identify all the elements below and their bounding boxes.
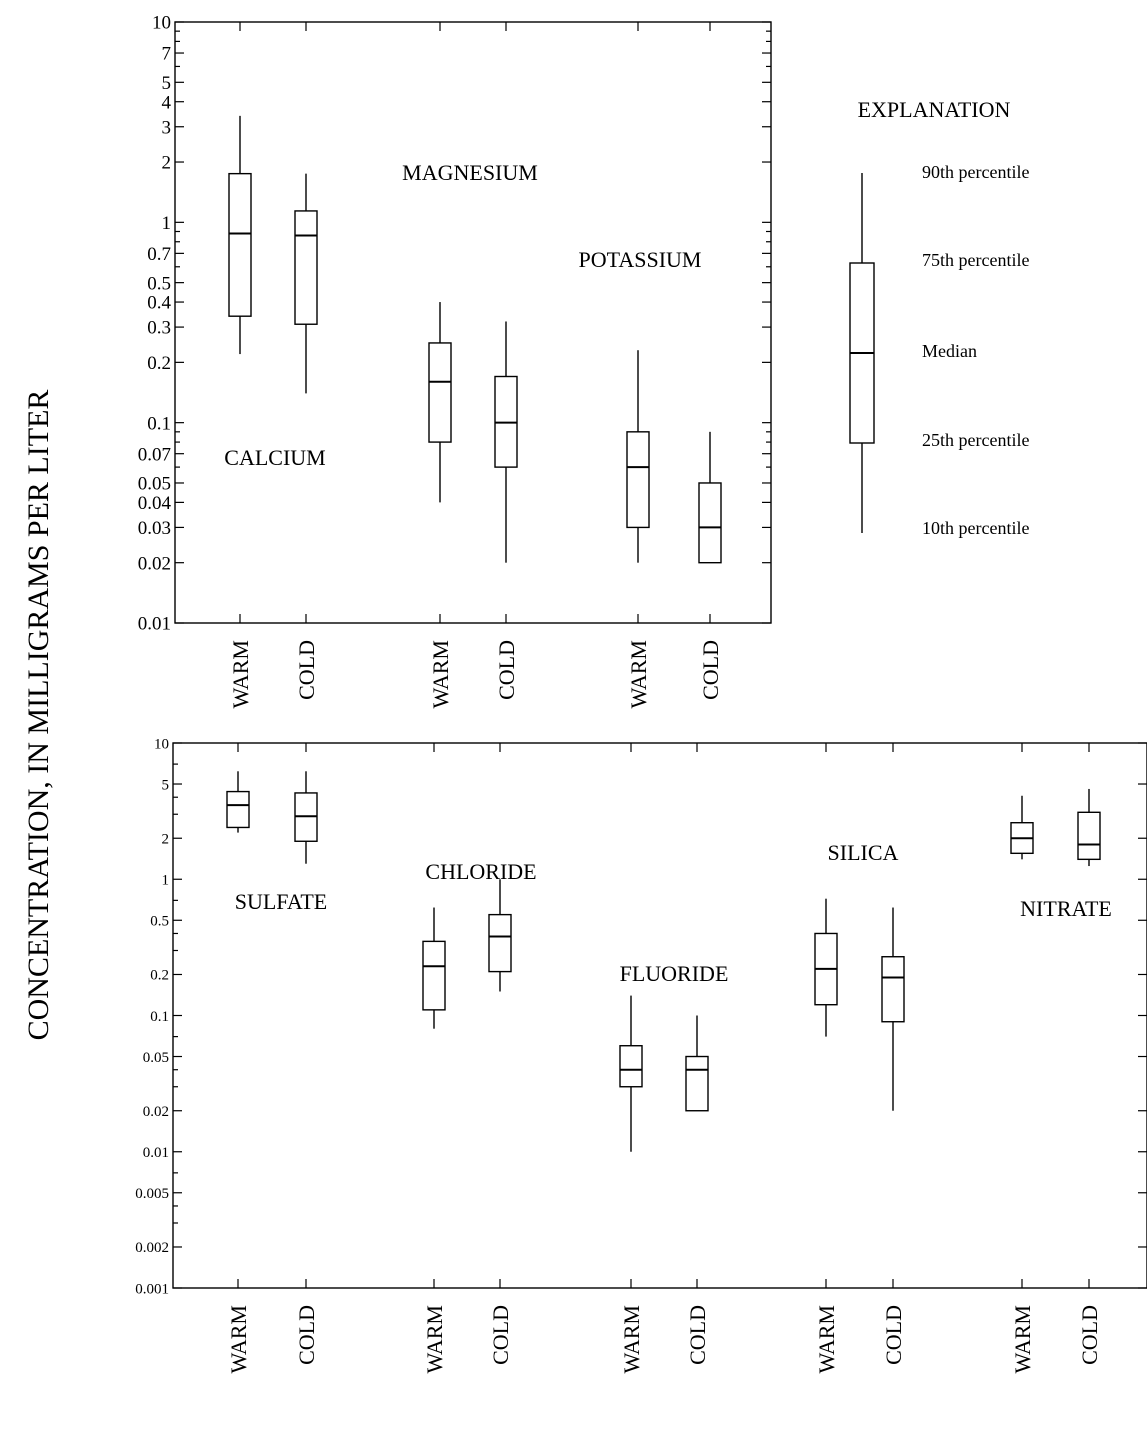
group-label: SULFATE	[235, 889, 328, 914]
y-tick-label: 0.02	[143, 1104, 169, 1120]
group-label: MAGNESIUM	[402, 160, 538, 185]
category-label: WARM	[428, 640, 453, 708]
group-label: NITRATE	[1020, 896, 1112, 921]
group-label: POTASSIUM	[579, 247, 702, 272]
y-tick-label: 0.01	[143, 1145, 169, 1161]
category-label: WARM	[626, 640, 651, 708]
y-tick-label: 10	[154, 736, 169, 752]
box	[626, 431, 650, 529]
box	[488, 913, 512, 973]
box	[698, 482, 722, 564]
category-label: WARM	[228, 640, 253, 708]
plot-frame	[174, 21, 772, 624]
y-tick-label: 0.3	[147, 318, 171, 339]
explanation-label-p25: 25th percentile	[922, 430, 1029, 450]
group-label: CALCIUM	[224, 445, 325, 470]
y-tick-label: 5	[162, 777, 170, 793]
category-label: COLD	[488, 1305, 513, 1365]
box	[619, 1045, 643, 1088]
y-tick-label: 0.5	[150, 914, 169, 930]
box	[1077, 811, 1101, 861]
y-tick-label: 2	[162, 831, 170, 847]
category-label: WARM	[814, 1305, 839, 1373]
explanation-label-median: Median	[922, 341, 977, 361]
category-label: COLD	[294, 1305, 319, 1365]
explanation-legend: EXPLANATION 90th percentile 75th percent…	[849, 97, 1029, 538]
y-tick-label: 1	[162, 213, 172, 234]
explanation-label-p75: 75th percentile	[922, 250, 1029, 270]
category-label: COLD	[685, 1305, 710, 1365]
box	[226, 790, 250, 829]
bottom-panel: 0.001 0.002 0.005 0.01 0.02 0.05 0.1 0.2 0.5 1 2 5 1…	[135, 736, 1147, 1373]
explanation-title: EXPLANATION	[858, 97, 1011, 122]
category-label: WARM	[619, 1305, 644, 1373]
explanation-label-p10: 10th percentile	[922, 518, 1029, 538]
y-tick-label: 0.05	[138, 474, 171, 495]
category-label: COLD	[881, 1305, 906, 1365]
explanation-label-p90: 90th percentile	[922, 162, 1029, 182]
box	[294, 210, 318, 325]
y-axis-label: CONCENTRATION, IN MILLIGRAMS PER LITER	[22, 390, 55, 1041]
y-tick-label: 4	[162, 92, 172, 113]
category-label: COLD	[1077, 1305, 1102, 1365]
box	[881, 956, 905, 1023]
category-label: COLD	[494, 640, 519, 700]
y-tick-label: 0.5	[147, 273, 171, 294]
y-tick-label: 0.001	[135, 1281, 169, 1297]
y-tick-label: 0.1	[147, 413, 171, 434]
y-tick-label: 0.07	[138, 444, 171, 465]
box	[228, 172, 252, 317]
category-label: COLD	[698, 640, 723, 700]
group-label: CHLORIDE	[425, 859, 536, 884]
y-tick-label: 10	[152, 13, 171, 34]
group-label: SILICA	[828, 840, 899, 865]
category-label: WARM	[1010, 1305, 1035, 1373]
y-tick-label: 3	[162, 117, 172, 138]
y-tick-label: 0.2	[147, 353, 171, 374]
group-label: FLUORIDE	[620, 961, 729, 986]
y-tick-label: 7	[162, 44, 172, 65]
box	[685, 1055, 709, 1112]
category-label: WARM	[226, 1305, 251, 1373]
box	[422, 940, 446, 1011]
plot-frame	[172, 742, 1147, 1289]
y-tick-label: 0.4	[147, 293, 171, 314]
top-panel: 0.01 0.02 0.03 0.040.05 0.07 0.1 0.2 0.3 0.40.5 0…	[138, 13, 772, 708]
y-tick-label: 0.1	[150, 1009, 169, 1025]
y-tick-label: 5	[162, 73, 172, 94]
y-tick-label: 0.05	[143, 1050, 169, 1066]
y-tick-label: 0.02	[138, 553, 171, 574]
y-tick-label: 0.03	[138, 518, 171, 539]
y-tick-label: 1	[162, 873, 170, 889]
y-tick-label: 0.7	[147, 244, 171, 265]
y-tick-label: 2	[162, 153, 172, 174]
y-tick-label: 0.005	[135, 1186, 169, 1202]
box	[428, 342, 452, 443]
y-tick-label: 0.01	[138, 614, 171, 635]
category-label: COLD	[294, 640, 319, 700]
category-label: WARM	[422, 1305, 447, 1373]
y-tick-label: 0.002	[135, 1240, 169, 1256]
y-tick-label: 0.04	[138, 493, 172, 514]
y-tick-label: 0.2	[150, 968, 169, 984]
